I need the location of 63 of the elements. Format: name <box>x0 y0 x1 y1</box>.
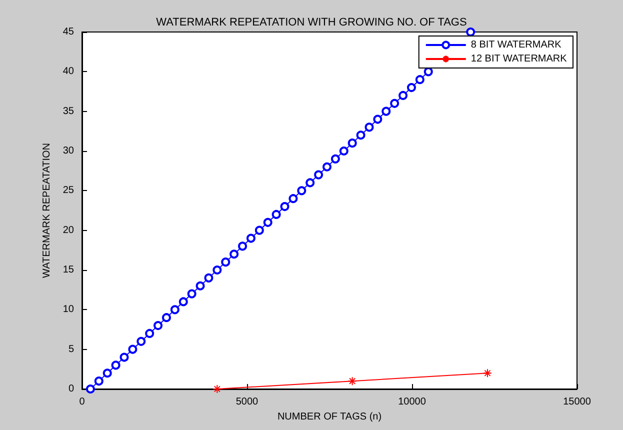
point <box>111 360 120 370</box>
point <box>136 336 146 346</box>
y-tick-label: 45 <box>62 26 74 38</box>
point <box>483 368 492 378</box>
point <box>406 83 416 92</box>
point <box>254 226 264 235</box>
point <box>170 305 180 314</box>
point <box>204 273 214 282</box>
point <box>154 321 163 330</box>
y-tick-label: 20 <box>62 224 74 236</box>
point <box>306 178 315 188</box>
point <box>314 170 324 180</box>
point <box>348 376 357 386</box>
point <box>178 297 188 306</box>
point <box>373 114 382 124</box>
point <box>398 90 408 100</box>
point <box>86 384 95 394</box>
point <box>382 106 391 116</box>
x-tick-label: 5000 <box>236 396 259 408</box>
point <box>364 122 374 132</box>
chart-title: WATERMARK REPEATATION WITH GROWING NO. OF TAGS <box>156 16 467 28</box>
point <box>280 202 290 212</box>
point <box>230 250 239 259</box>
point <box>102 368 112 378</box>
point <box>221 258 230 267</box>
point <box>212 384 222 394</box>
x-tick-label: 15000 <box>563 396 592 408</box>
y-tick-label: 25 <box>62 185 74 196</box>
y-tick-label: 0 <box>68 384 74 394</box>
point <box>246 234 256 243</box>
point <box>272 210 281 219</box>
point <box>145 328 154 338</box>
x-tick-label: 10000 <box>398 396 426 408</box>
point <box>196 281 205 290</box>
point <box>288 194 298 204</box>
x-axis-title: NUMBER OF TAGS (n) <box>277 411 382 422</box>
y-axis-title: WATERMARK REPEATATION <box>41 142 52 278</box>
point <box>415 75 424 84</box>
legend-label: 8 BIT WATERMARK <box>470 40 562 50</box>
point <box>187 289 196 298</box>
y-tick-label: 15 <box>62 264 74 276</box>
point <box>297 186 306 196</box>
y-tick-label: 40 <box>62 66 74 78</box>
y-tick-label: 30 <box>62 146 74 156</box>
point <box>322 162 332 172</box>
y-tick-label: 10 <box>62 304 74 316</box>
point <box>356 130 366 140</box>
point <box>212 266 222 274</box>
point <box>339 146 348 156</box>
point <box>466 28 476 36</box>
point <box>348 138 357 148</box>
point <box>128 344 138 354</box>
point <box>94 376 104 386</box>
point <box>162 313 171 322</box>
y-tick-label: 35 <box>62 106 74 117</box>
point <box>390 98 400 108</box>
point <box>120 352 129 362</box>
x-tick-label: 0 <box>79 396 86 408</box>
point <box>330 154 340 164</box>
legend-label: 12 BIT WATERMARK <box>470 54 568 64</box>
y-tick-label: 5 <box>68 344 74 355</box>
point <box>263 218 272 227</box>
point <box>238 242 248 251</box>
